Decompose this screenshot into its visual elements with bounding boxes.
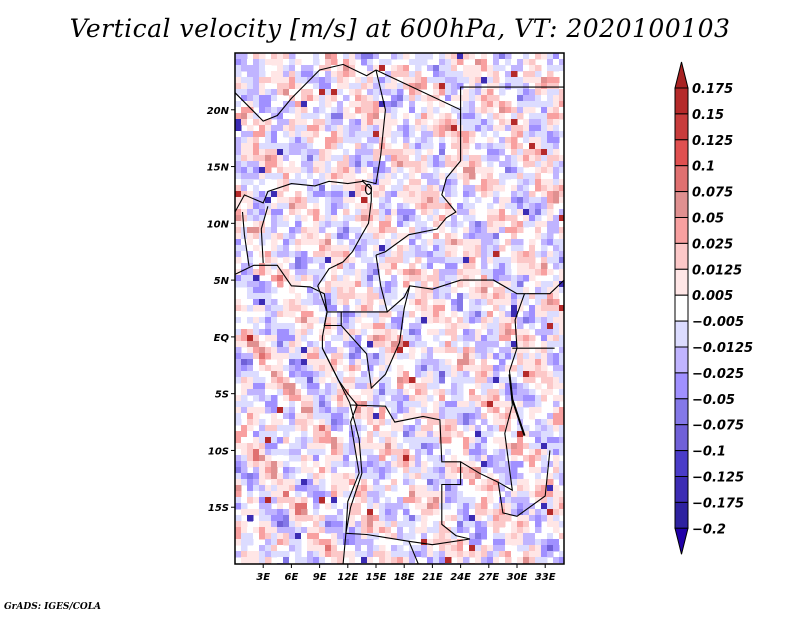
- border-line: [317, 200, 372, 287]
- y-tick-label: 10N: [207, 219, 230, 230]
- x-tick-label: 24E: [450, 572, 471, 583]
- colorbar-swatch: [674, 501, 689, 529]
- y-tick-label: 5N: [214, 276, 230, 287]
- border-line: [408, 541, 419, 564]
- y-tick-label: EQ: [214, 333, 230, 344]
- y-tick-label: 20N: [207, 106, 230, 117]
- colorbar-swatch: [674, 139, 689, 167]
- colorbar-label: −0.1: [692, 445, 726, 460]
- x-tick-label: 6E: [285, 572, 299, 583]
- colorbar-label: 0.15: [692, 108, 724, 123]
- colorbar-swatch: [674, 113, 689, 141]
- y-tick-label: 10S: [208, 446, 229, 457]
- colorbar-swatch: [674, 320, 689, 348]
- colorbar-label: 0.05: [692, 212, 724, 227]
- border-line: [460, 293, 526, 492]
- colorbar-label: −0.075: [692, 419, 744, 434]
- x-tick-label: 12E: [337, 572, 358, 583]
- x-tick-label: 3E: [256, 572, 270, 583]
- plot-title: Vertical velocity [m/s] at 600hPa, VT: 2…: [69, 14, 731, 43]
- x-axis: 3E 6E 9E 12E 15E 18E 21E 24E 27E 30E 33E: [256, 564, 556, 583]
- border-line: [260, 206, 269, 264]
- lake-tanganyika: [508, 374, 526, 437]
- x-tick-label: 21E: [422, 572, 443, 583]
- border-line: [361, 69, 386, 185]
- border-line: [375, 69, 462, 256]
- colorbar-swatch: [674, 165, 689, 193]
- border-line: [241, 211, 250, 267]
- colorbar-swatch: [674, 372, 689, 400]
- border-line: [235, 63, 377, 122]
- colorbar-swatch: [674, 346, 689, 374]
- colorbar-label: −0.2: [692, 522, 726, 537]
- y-tick-label: 15S: [208, 503, 229, 514]
- colorbar-swatch: [674, 268, 689, 296]
- border-line: [235, 180, 372, 213]
- lake-chad: [364, 183, 373, 195]
- country-borders: [235, 63, 564, 564]
- colorbar: 0.175 0.15 0.125 0.1 0.075 0.05 0.025 0.0125 0.0…: [674, 61, 753, 555]
- coastline: [235, 264, 363, 564]
- x-tick-label: 30E: [507, 572, 528, 583]
- colorbar-label: 0.0125: [692, 263, 742, 278]
- colorbar-swatch: [674, 476, 689, 503]
- colorbar-swatch: [674, 191, 689, 219]
- velocity-field: [235, 53, 564, 564]
- colorbar-swatch: [674, 294, 689, 322]
- colorbar-label: 0.075: [692, 186, 733, 201]
- colorbar-label: 0.025: [692, 237, 733, 252]
- colorbar-swatch: [674, 87, 689, 115]
- colorbar-label: 0.1: [692, 160, 715, 175]
- colorbar-swatch: [674, 398, 689, 426]
- y-tick-label: 15N: [207, 163, 230, 174]
- colorbar-swatch: [674, 242, 689, 270]
- colorbar-label: 0.175: [692, 82, 733, 97]
- border-line: [375, 255, 527, 313]
- x-tick-label: 15E: [366, 572, 387, 583]
- colorbar-swatch: [674, 424, 689, 452]
- colorbar-bottom-arrow: [674, 527, 689, 555]
- border-line: [497, 450, 551, 517]
- colorbar-label: 0.125: [692, 134, 733, 149]
- colorbar-label: −0.05: [692, 393, 735, 408]
- border-line: [460, 86, 564, 110]
- x-tick-label: 27E: [478, 572, 499, 583]
- x-tick-label: 9E: [313, 572, 327, 583]
- colorbar-swatch: [674, 450, 689, 478]
- colorbar-label: 0.005: [692, 289, 733, 304]
- x-tick-label: 18E: [394, 572, 415, 583]
- colorbar-label: −0.125: [692, 471, 744, 486]
- border-line: [340, 285, 411, 390]
- y-axis: 20N 15N 10N 5N EQ 5S 10S 15S: [207, 106, 235, 514]
- colorbar-label: −0.175: [692, 496, 744, 511]
- y-tick-label: 5S: [215, 390, 229, 401]
- border-line: [350, 404, 471, 540]
- colorbar-label: −0.025: [692, 367, 744, 382]
- map-frame: [234, 52, 565, 565]
- border-line: [526, 279, 564, 295]
- colorbar-label: −0.005: [692, 315, 744, 330]
- colorbar-label: −0.0125: [692, 341, 753, 356]
- colorbar-swatch: [674, 217, 689, 244]
- grads-credit: GrADS: IGES/COLA: [4, 602, 102, 612]
- x-tick-label: 33E: [535, 572, 556, 583]
- colorbar-top-arrow: [674, 61, 689, 89]
